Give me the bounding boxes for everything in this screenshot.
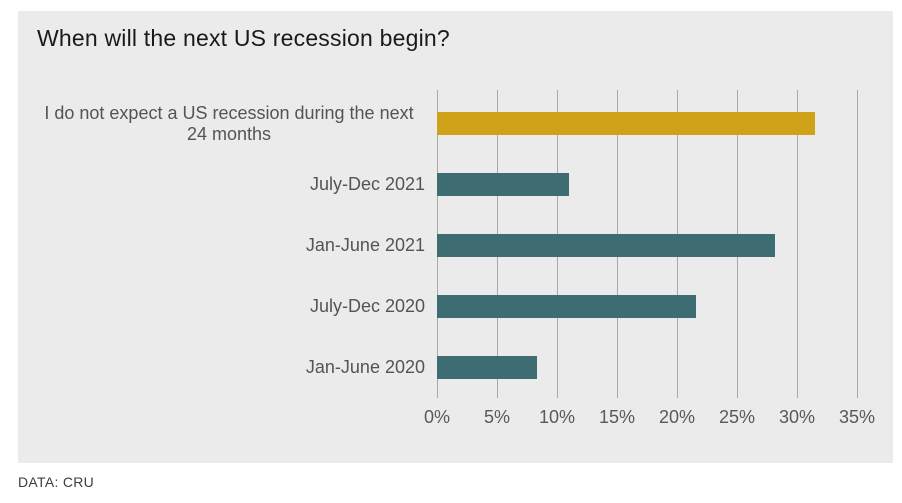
category-label-text: Jan-June 2021: [305, 235, 425, 255]
bar: [437, 356, 537, 379]
category-label: Jan-June 2021: [33, 215, 425, 276]
chart-panel: When will the next US recession begin? 0…: [18, 11, 893, 463]
category-label: July-Dec 2021: [33, 154, 425, 215]
category-label-text: Jan-June 2020: [305, 357, 425, 377]
bar: [437, 234, 776, 257]
gridline: [857, 90, 858, 398]
x-axis-tick-label: 20%: [658, 407, 696, 427]
x-axis-tick-label: 30%: [778, 407, 816, 427]
bar: [437, 295, 697, 318]
category-label-text: July-Dec 2021: [309, 174, 425, 194]
x-axis-tick-label: 10%: [538, 407, 576, 427]
x-axis-tick-label: 0%: [423, 407, 450, 427]
category-label: Jan-June 2020: [33, 337, 425, 398]
bar: [437, 112, 815, 135]
category-label-text: July-Dec 2020: [309, 296, 425, 316]
source-note: DATA: CRU: [18, 474, 95, 490]
x-axis-tick-label: 5%: [483, 407, 510, 427]
gridline: [797, 90, 798, 398]
chart-title: When will the next US recession begin?: [37, 25, 450, 51]
category-label: I do not expect a US recession during th…: [33, 93, 425, 154]
bar: [437, 173, 569, 196]
x-axis-tick-label: 15%: [598, 407, 636, 427]
x-axis-tick-label: 25%: [718, 407, 756, 427]
category-label: July-Dec 2020: [33, 276, 425, 337]
x-axis-tick-label: 35%: [838, 407, 876, 427]
category-label-text: I do not expect a US recession during th…: [44, 102, 414, 144]
